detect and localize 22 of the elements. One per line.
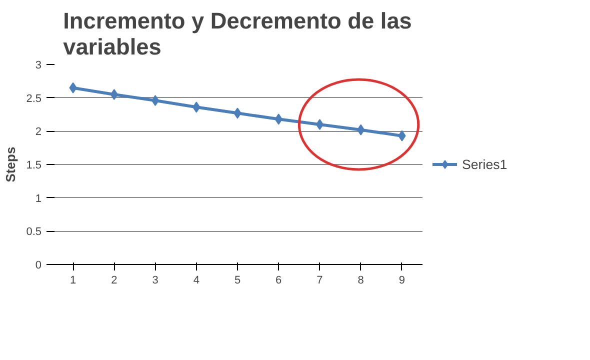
y-axis-title: Steps: [3, 146, 18, 182]
chart-title: Incremento y Decremento de las variables: [63, 8, 412, 60]
y-tick-label: 2: [35, 126, 42, 138]
point: [316, 119, 324, 130]
x-tick-label: 7: [316, 274, 323, 286]
y-tick-label: 1: [35, 192, 42, 205]
y-tick-label: 0.5: [26, 226, 42, 238]
x-tick-label: 8: [358, 274, 364, 286]
x-tick-label: 2: [111, 274, 118, 286]
x-tick-label: 9: [398, 274, 406, 286]
point: [151, 95, 160, 106]
x-tick-label: 3: [152, 274, 158, 286]
x-tick-label: 6: [276, 274, 282, 286]
legend-label: Series1: [462, 156, 508, 172]
y-tick-label: 0: [35, 260, 42, 272]
y-tick-label: 2.5: [26, 92, 42, 105]
x-tick-label: 5: [234, 274, 241, 286]
y-tick-label: 3: [35, 60, 42, 72]
x-tick-label: 1: [70, 274, 76, 286]
point: [110, 89, 118, 100]
y-tick-label: 1.5: [26, 160, 42, 172]
x-tick-label: 4: [193, 274, 200, 286]
